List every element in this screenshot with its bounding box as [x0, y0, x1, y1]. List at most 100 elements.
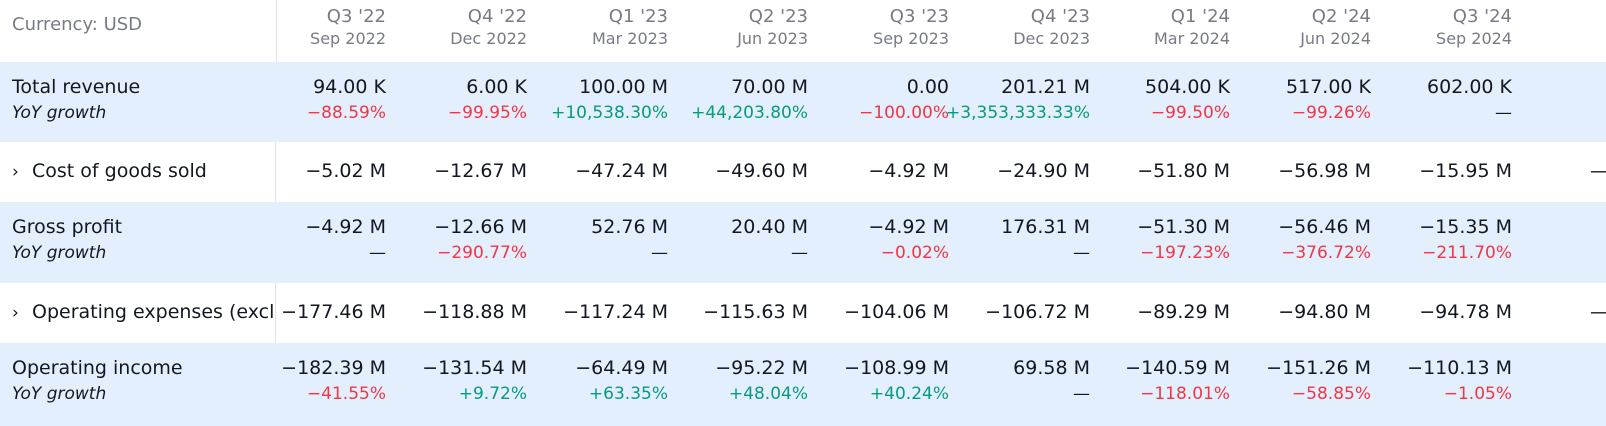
value: −110.13 M [1407, 357, 1512, 379]
value-cell: −24.90 M [950, 142, 1090, 202]
row-label-text: Operating income [12, 357, 183, 379]
yoy-growth-value: −118.01% [1140, 384, 1230, 404]
column-header[interactable]: Q4 '22 Dec 2022 [387, 6, 527, 50]
value-cell: 602.00 K — [1372, 62, 1512, 142]
column-header[interactable]: Q3 '24 Sep 2024 [1372, 6, 1512, 50]
value: 201.21 M [1001, 76, 1090, 98]
value: −12.67 M [434, 160, 527, 182]
row-label-cell: Gross profit YoY growth [0, 202, 276, 283]
value-cell: 504.00 K −99.50% [1090, 62, 1230, 142]
value-cell: −49.60 M [668, 142, 808, 202]
value: 52.76 M [591, 216, 668, 238]
next-column-value-partial: — [1590, 301, 1606, 323]
column-quarter: Q2 '23 [748, 6, 808, 27]
value-cell: 176.31 M — [950, 202, 1090, 283]
value-cell: −51.80 M [1090, 142, 1230, 202]
value: −118.88 M [422, 301, 527, 323]
value-cell: 100.00 M +10,538.30% [528, 62, 668, 142]
value-cell: −108.99 M +40.24% [809, 343, 949, 426]
value-cell: −117.24 M [528, 283, 668, 343]
value: −47.24 M [575, 160, 668, 182]
value: −104.06 M [844, 301, 949, 323]
value-cell: −182.39 M −41.55% [246, 343, 386, 426]
column-header[interactable]: Q2 '24 Jun 2024 [1231, 6, 1371, 50]
value-cell: 94.00 K −88.59% [246, 62, 386, 142]
column-date: Jun 2024 [1300, 29, 1371, 48]
row-label-cell: Total revenue YoY growth [0, 62, 276, 142]
value: −106.72 M [985, 301, 1090, 323]
value: 0.00 [906, 76, 949, 98]
value: −56.46 M [1278, 216, 1371, 238]
column-date: Jun 2023 [737, 29, 808, 48]
value: −56.98 M [1278, 160, 1371, 182]
column-date: Sep 2024 [1436, 29, 1512, 48]
value: 70.00 M [731, 76, 808, 98]
value: −49.60 M [715, 160, 808, 182]
value-cell: −4.92 M — [246, 202, 386, 283]
value: −4.92 M [868, 216, 949, 238]
row-label[interactable]: › Cost of goods sold [12, 160, 207, 182]
yoy-growth-value: −1.05% [1443, 384, 1512, 404]
chevron-right-icon[interactable]: › [12, 162, 19, 182]
row-label[interactable]: › Operating expenses (excl. [12, 301, 276, 323]
value: −12.66 M [434, 216, 527, 238]
column-header[interactable]: Q1 '23 Mar 2023 [528, 6, 668, 50]
value-cell: 0.00 −100.00% [809, 62, 949, 142]
value-cell: 6.00 K −99.95% [387, 62, 527, 142]
row-label-text: Total revenue [12, 76, 141, 98]
value: −15.35 M [1419, 216, 1512, 238]
yoy-growth-value: −99.26% [1291, 103, 1371, 123]
value: −64.49 M [575, 357, 668, 379]
yoy-growth-value: −100.00% [859, 103, 949, 123]
column-header[interactable]: Q3 '23 Sep 2023 [809, 6, 949, 50]
value-cell: −12.67 M [387, 142, 527, 202]
value: −151.26 M [1266, 357, 1371, 379]
value: −95.22 M [715, 357, 808, 379]
value-cell: −94.78 M [1372, 283, 1512, 343]
table-row: Gross profit YoY growth −4.92 M — −12.66 M −2… [0, 202, 1606, 283]
row-sublabel: YoY growth [12, 103, 107, 123]
chevron-right-icon[interactable]: › [12, 303, 19, 323]
value-cell: −177.46 M [246, 283, 386, 343]
column-date: Dec 2022 [450, 29, 527, 48]
column-quarter: Q1 '24 [1170, 6, 1230, 27]
value: −4.92 M [305, 216, 386, 238]
value-cell: −131.54 M +9.72% [387, 343, 527, 426]
value: −177.46 M [281, 301, 386, 323]
yoy-growth-value: −88.59% [306, 103, 386, 123]
row-label-cell: › Cost of goods sold [0, 142, 276, 202]
yoy-growth-value: −376.72% [1281, 243, 1371, 263]
yoy-growth-value: −290.77% [437, 243, 527, 263]
column-header[interactable]: Q3 '22 Sep 2022 [246, 6, 386, 50]
yoy-growth-value: −211.70% [1422, 243, 1512, 263]
value-cell: −5.02 M [246, 142, 386, 202]
table-row[interactable]: › Operating expenses (excl. −177.46 M −118.… [0, 283, 1606, 343]
row-sublabel: YoY growth [12, 243, 107, 263]
row-label: Total revenue [12, 76, 140, 98]
yoy-growth-value: +44,203.80% [691, 103, 808, 123]
value-cell: 20.40 M — [668, 202, 808, 283]
column-header[interactable]: Q4 '23 Dec 2023 [950, 6, 1090, 50]
value-cell: −12.66 M −290.77% [387, 202, 527, 283]
value-cell: −4.92 M [809, 142, 949, 202]
column-date: Sep 2022 [310, 29, 386, 48]
yoy-growth-value: −99.95% [447, 103, 527, 123]
yoy-growth-value: −0.02% [880, 243, 949, 263]
header-divider [276, 0, 277, 62]
column-quarter: Q3 '23 [889, 6, 949, 27]
table-header: Currency: USD Q3 '22 Sep 2022 Q4 '22 Dec 20… [0, 0, 1606, 62]
column-header[interactable]: Q1 '24 Mar 2024 [1090, 6, 1230, 50]
yoy-growth-value: — [1073, 384, 1090, 404]
yoy-growth-value: +9.72% [458, 384, 527, 404]
table-row[interactable]: › Cost of goods sold −5.02 M −12.67 M −47.24… [0, 142, 1606, 202]
value-cell: −56.46 M −376.72% [1231, 202, 1371, 283]
column-header[interactable]: Q2 '23 Jun 2023 [668, 6, 808, 50]
value: −51.30 M [1137, 216, 1230, 238]
row-label-text: Operating expenses (excl. [32, 301, 276, 323]
value-cell: 52.76 M — [528, 202, 668, 283]
value: 602.00 K [1427, 76, 1512, 98]
column-quarter: Q2 '24 [1311, 6, 1371, 27]
value: 6.00 K [466, 76, 527, 98]
value-cell: −15.35 M −211.70% [1372, 202, 1512, 283]
value: −108.99 M [844, 357, 949, 379]
